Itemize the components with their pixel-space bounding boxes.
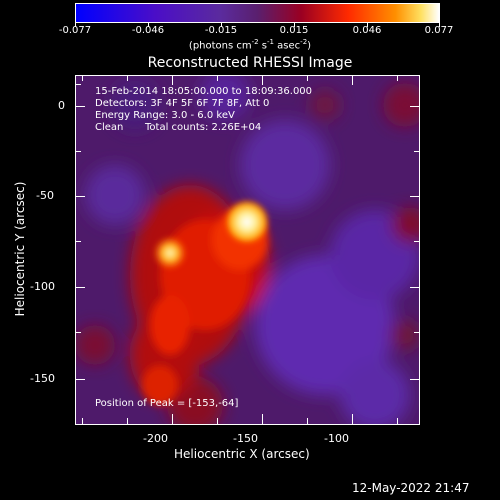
info-total-counts: Total counts: 2.26E+04	[145, 122, 262, 133]
colorbar-tick-label: -0.046	[131, 25, 165, 36]
info-time-range: 15-Feb-2014 18:05:00.000 to 18:09:36.000	[95, 86, 313, 97]
rhessi-image	[75, 75, 420, 425]
y-tick-label: 0	[58, 99, 65, 112]
colorbar-tick-label: -0.015	[204, 25, 238, 36]
plot-title: Reconstructed RHESSI Image	[147, 55, 353, 71]
timestamp: 12-May-2022 21:47	[352, 481, 470, 495]
y-tick-label: -150	[30, 372, 55, 385]
colorbar-tick-label: 0.046	[352, 25, 382, 36]
colorbar	[75, 3, 440, 23]
y-axis-title: Heliocentric Y (arcsec)	[13, 181, 27, 317]
x-tick-label: -150	[233, 432, 258, 445]
info-detectors: Detectors: 3F 4F 5F 6F 7F 8F, Att 0	[95, 98, 270, 109]
info-energy-range: Energy Range: 3.0 - 6.0 keV	[95, 110, 235, 121]
colorbar-tick-label: -0.077	[58, 25, 92, 36]
info-peak-position: Position of Peak = [-153,-64]	[95, 398, 239, 409]
y-tick-label: -100	[30, 280, 55, 293]
colorbar-units: (photons cm-2 s-1 asec-2)	[188, 38, 312, 52]
info-algorithm: Clean	[95, 122, 124, 133]
x-tick-label: -200	[143, 432, 168, 445]
x-axis-title: Heliocentric X (arcsec)	[174, 447, 310, 461]
x-tick-label: -100	[324, 432, 349, 445]
colorbar-tick-label: 0.077	[424, 25, 454, 36]
colorbar-tick-label: 0.015	[279, 25, 309, 36]
y-tick-label: -50	[36, 189, 54, 202]
